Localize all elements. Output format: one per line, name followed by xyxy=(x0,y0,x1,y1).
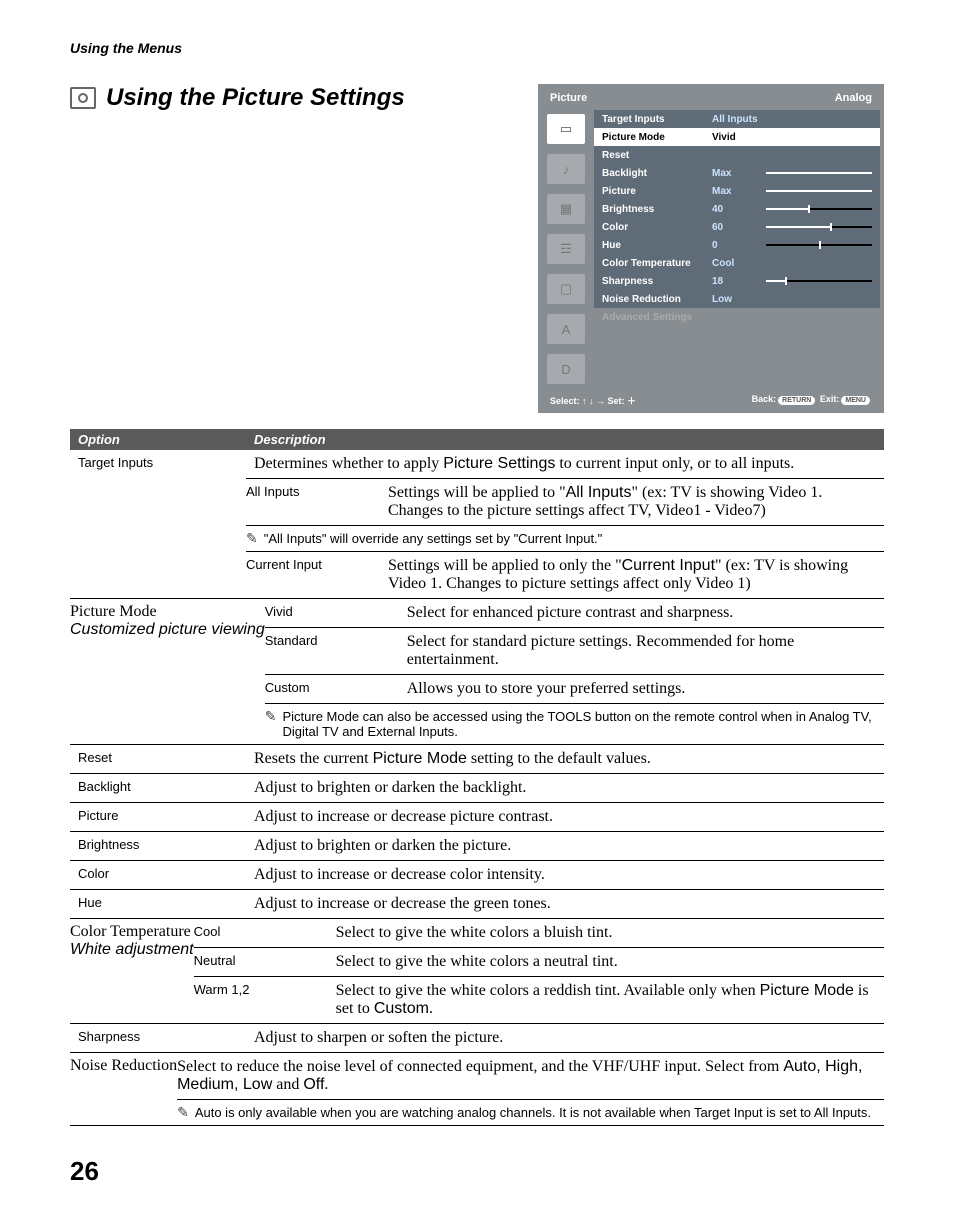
opt-color-desc: Adjust to increase or decrease color int… xyxy=(246,864,884,886)
opt-target-inputs-intro: Determines whether to apply Picture Sett… xyxy=(246,453,884,475)
osd-tab-sound-icon: ♪ xyxy=(547,154,585,184)
opt-cool-desc: Select to give the white colors a bluish… xyxy=(336,922,884,944)
osd-row: Hue0 xyxy=(594,236,880,254)
osd-row: Brightness40 xyxy=(594,200,880,218)
opt-coltemp: Color Temperature xyxy=(70,923,194,941)
osd-tabs: ▭ ♪ ▦ ☲ ▢ A D xyxy=(538,110,594,388)
opt-custom-desc: Allows you to store your preferred setti… xyxy=(407,678,884,700)
osd-row: BacklightMax xyxy=(594,164,880,182)
opt-vivid-desc: Select for enhanced picture contrast and… xyxy=(407,602,884,624)
osd-mode: Analog xyxy=(835,92,872,104)
page-number: 26 xyxy=(70,1156,884,1187)
osd-screenshot: Picture Analog ▭ ♪ ▦ ☲ ▢ A D Target Inpu… xyxy=(538,84,884,413)
opt-brightness-desc: Adjust to brighten or darken the picture… xyxy=(246,835,884,857)
osd-tab-screen-icon: ▦ xyxy=(547,194,585,224)
opt-brightness: Brightness xyxy=(70,835,246,857)
note-icon: ✎ xyxy=(246,531,258,546)
opt-target-inputs: Target Inputs xyxy=(70,453,246,475)
opt-picture-desc: Adjust to increase or decrease picture c… xyxy=(246,806,884,828)
osd-row: Picture ModeVivid xyxy=(594,128,880,146)
note-picture-mode: Picture Mode can also be accessed using … xyxy=(282,709,876,739)
opt-standard: Standard xyxy=(265,631,407,671)
osd-row: Noise ReductionLow xyxy=(594,290,880,308)
osd-row: PictureMax xyxy=(594,182,880,200)
note-all-inputs: "All Inputs" will override any settings … xyxy=(264,531,603,546)
opt-current-input: Current Input xyxy=(246,555,388,595)
osd-tab-channel-icon: ☲ xyxy=(547,234,585,264)
osd-tab-picture-icon: ▭ xyxy=(547,114,585,144)
osd-row: Color60 xyxy=(594,218,880,236)
osd-row: Color TemperatureCool xyxy=(594,254,880,272)
opt-neutral-desc: Select to give the white colors a neutra… xyxy=(336,951,884,973)
opt-hue-desc: Adjust to increase or decrease the green… xyxy=(246,893,884,915)
page-title: Using the Picture Settings xyxy=(106,84,405,112)
opt-custom: Custom xyxy=(265,678,407,700)
opt-noise: Noise Reduction xyxy=(70,1053,177,1125)
osd-footer-right: Back:RETURN Exit:MENU xyxy=(752,394,872,407)
options-table: Option Description Target Inputs Determi… xyxy=(70,429,884,1126)
opt-standard-desc: Select for standard picture settings. Re… xyxy=(407,631,884,671)
opt-all-inputs-desc: Settings will be applied to "All Inputs"… xyxy=(388,482,884,522)
note-icon: ✎ xyxy=(177,1105,189,1120)
opt-backlight-desc: Adjust to brighten or darken the backlig… xyxy=(246,777,884,799)
note-icon: ✎ xyxy=(265,709,277,739)
opt-all-inputs: All Inputs xyxy=(246,482,388,522)
osd-row: Sharpness18 xyxy=(594,272,880,290)
opt-neutral: Neutral xyxy=(194,951,336,973)
opt-sharpness-desc: Adjust to sharpen or soften the picture. xyxy=(246,1027,884,1049)
opt-coltemp-sub: White adjustment xyxy=(70,941,194,959)
opt-picture: Picture xyxy=(70,806,246,828)
picture-icon xyxy=(70,87,96,109)
breadcrumb: Using the Menus xyxy=(70,40,884,56)
osd-row: Target InputsAll Inputs xyxy=(594,110,880,128)
osd-tab-analog-icon: A xyxy=(547,314,585,344)
opt-backlight: Backlight xyxy=(70,777,246,799)
opt-warm: Warm 1,2 xyxy=(194,980,336,1020)
note-noise: Auto is only available when you are watc… xyxy=(195,1105,871,1120)
opt-picture-mode: Picture Mode xyxy=(70,603,265,621)
opt-sharpness: Sharpness xyxy=(70,1027,246,1049)
opt-vivid: Vivid xyxy=(265,602,407,624)
opt-color: Color xyxy=(70,864,246,886)
osd-rows: Target InputsAll InputsPicture ModeVivid… xyxy=(594,110,884,388)
osd-row: Advanced Settings xyxy=(594,308,880,326)
osd-tab-digital-icon: D xyxy=(547,354,585,384)
opt-reset: Reset xyxy=(70,748,246,770)
opt-reset-desc: Resets the current Picture Mode setting … xyxy=(246,748,884,770)
opt-noise-desc: Select to reduce the noise level of conn… xyxy=(177,1056,884,1096)
opt-cool: Cool xyxy=(194,922,336,944)
opt-current-input-desc: Settings will be applied to only the "Cu… xyxy=(388,555,884,595)
osd-row: Reset xyxy=(594,146,880,164)
opt-hue: Hue xyxy=(70,893,246,915)
col-option: Option xyxy=(70,429,246,450)
opt-picture-mode-sub: Customized picture viewing xyxy=(70,621,265,639)
osd-tab-display-icon: ▢ xyxy=(547,274,585,304)
osd-footer-left: Select: ↑ ↓ → Set: ＋ xyxy=(550,394,636,407)
col-description: Description xyxy=(246,429,884,450)
opt-warm-desc: Select to give the white colors a reddis… xyxy=(336,980,884,1020)
osd-title: Picture xyxy=(550,92,587,104)
